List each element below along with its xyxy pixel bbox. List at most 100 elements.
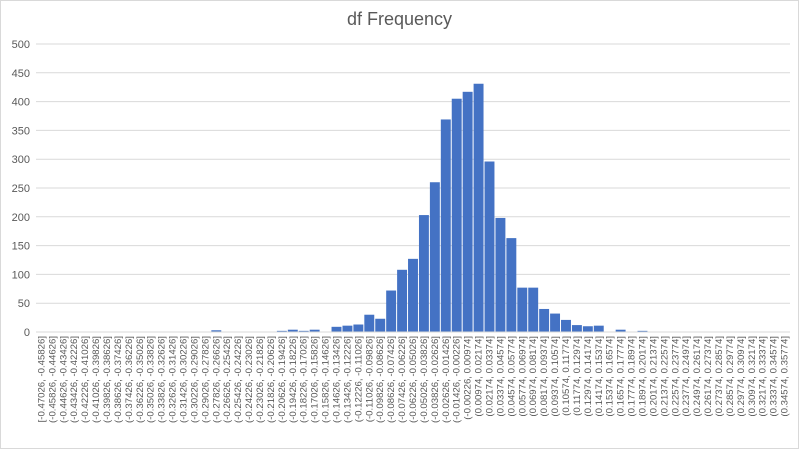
x-tick-label: (-0.27826, -0.26626] — [211, 336, 222, 423]
x-tick-label: (0.15374, 0.16574] — [605, 336, 616, 417]
x-tick-label: (0.02174, 0.03374] — [484, 336, 495, 417]
y-tick-label: 350 — [12, 125, 30, 137]
histogram-bar — [397, 269, 408, 332]
histogram-bar — [211, 330, 222, 332]
x-tick-label: (-0.15826, -0.14626] — [321, 336, 332, 423]
histogram-bar — [550, 313, 561, 332]
x-tick-label: (-0.43426, -0.42226] — [69, 336, 80, 423]
histogram-bar — [637, 330, 648, 332]
x-tick-label: (0.11774, 0.12974] — [572, 336, 583, 416]
x-tick-label: (0.06974, 0.08174] — [528, 336, 539, 417]
x-tick-label: (0.08174, 0.09374] — [539, 336, 550, 417]
x-tick-label: (-0.45826, -0.44626] — [47, 336, 58, 423]
histogram-bar — [364, 314, 375, 332]
x-tick-label: (-0.01426, -0.00226] — [452, 336, 463, 423]
x-tick-label: (-0.30226, -0.29026] — [189, 336, 200, 423]
x-tick-label: (-0.19426, -0.18226] — [288, 336, 299, 423]
x-tick-label: (-0.11026, -0.09826] — [364, 336, 375, 422]
histogram-bar — [331, 326, 342, 332]
y-tick-label: 50 — [18, 298, 30, 310]
histogram-bar — [615, 329, 626, 332]
x-tick-label: (0.24974, 0.26174] — [692, 336, 703, 417]
x-tick-label: (0.10574, 0.11774] — [561, 336, 572, 416]
histogram-bar — [582, 326, 593, 332]
histogram-bar — [298, 330, 309, 332]
x-tick-label: (0.33374, 0.34574] — [769, 336, 780, 417]
x-tick-label: (-0.06226, -0.05026] — [408, 336, 419, 423]
x-tick-label: (0.20174, 0.21374] — [648, 336, 659, 417]
x-tick-label: (-0.24226, -0.23026] — [244, 336, 255, 423]
x-tick-label: (0.29774, 0.30974] — [736, 336, 747, 417]
y-tick-label: 400 — [12, 97, 30, 109]
x-tick-label: (-0.03826, -0.02626] — [430, 336, 441, 423]
x-tick-label: (0.21374, 0.22574] — [659, 336, 670, 417]
x-tick-label: (0.32174, 0.33374] — [758, 336, 769, 417]
x-tick-label: (0.16574, 0.17774] — [616, 336, 627, 417]
y-tick-label: 200 — [12, 212, 30, 224]
x-tick-label: (0.26174, 0.27374] — [703, 336, 714, 417]
x-tick-label: (0.30974, 0.32174] — [747, 336, 758, 417]
histogram-bar — [571, 325, 582, 332]
x-tick-label: (-0.25426, -0.24226] — [233, 336, 244, 423]
x-tick-label: (0.17774, 0.18974] — [627, 336, 638, 417]
x-tick-label: (-0.02626, -0.01426] — [441, 336, 452, 423]
y-tick-label: 450 — [12, 68, 30, 80]
x-tick-label: (-0.31426, -0.30226] — [179, 336, 190, 423]
x-tick-label: (0.27374, 0.28574] — [714, 336, 725, 417]
histogram-bar — [375, 318, 386, 332]
x-tick-label: (-0.14626, -0.13426] — [332, 336, 343, 423]
x-tick-label: (0.14174, 0.15374] — [594, 336, 605, 417]
x-tick-label: (0.23774, 0.24974] — [681, 336, 692, 417]
x-tick-label: (-0.26626, -0.25426] — [222, 336, 233, 423]
y-tick-label: 250 — [12, 183, 30, 195]
x-tick-label: (-0.13426, -0.12226] — [342, 336, 353, 423]
y-tick-label: 150 — [12, 241, 30, 253]
x-tick-label: (0.04574, 0.05774] — [506, 336, 517, 417]
x-tick-label: (-0.29026, -0.27826] — [200, 336, 211, 423]
x-tick-label: (-0.32626, -0.31426] — [168, 336, 179, 423]
x-tick-label: (-0.37426, -0.36226] — [124, 336, 135, 423]
histogram-bar — [353, 324, 364, 332]
histogram-bar — [506, 238, 517, 332]
x-tick-label: (-0.41026, -0.39826] — [91, 336, 102, 423]
histogram-bar — [418, 215, 429, 332]
x-tick-label: (0.34574, 0.35774] — [780, 336, 791, 417]
x-tick-label: (-0.18226, -0.17026] — [299, 336, 310, 423]
x-tick-label: (-0.00226, 0.00974] — [463, 336, 474, 420]
histogram-bar — [309, 329, 320, 332]
histogram-bar — [429, 182, 440, 332]
histogram-bar — [517, 287, 528, 332]
x-tick-label: (-0.09826, -0.08626] — [375, 336, 386, 423]
x-tick-label: (0.00974, 0.02174] — [474, 336, 485, 417]
x-tick-label: (-0.21826, -0.20626] — [266, 336, 277, 423]
histogram-bar — [528, 287, 539, 332]
y-tick-label: 500 — [12, 39, 30, 51]
x-tick-label: (-0.17026, -0.15826] — [310, 336, 321, 423]
chart-title: df Frequency — [346, 9, 453, 29]
histogram-bar — [342, 325, 353, 332]
x-tick-label: [-0.47026, -0.45826] — [36, 336, 47, 422]
x-tick-label: (-0.05026, -0.03826] — [419, 336, 430, 423]
y-tick-label: 0 — [24, 327, 30, 339]
x-tick-label: (0.28574, 0.29774] — [725, 336, 736, 417]
x-tick-label: (-0.12226, -0.11026] — [353, 336, 364, 422]
x-tick-label: (-0.42226, -0.41026] — [80, 336, 91, 423]
x-tick-label: (-0.08626, -0.07426] — [386, 336, 397, 423]
x-tick-label: (-0.33826, -0.32626] — [157, 336, 168, 423]
y-tick-label: 100 — [12, 269, 30, 281]
x-tick-label: (-0.20626, -0.19426] — [277, 336, 288, 423]
histogram-bar — [440, 119, 451, 333]
x-tick-label: (-0.39826, -0.38626] — [102, 336, 113, 423]
histogram-bar — [287, 329, 298, 332]
y-tick-label: 300 — [12, 154, 30, 166]
x-tick-label: (-0.38626, -0.37426] — [113, 336, 124, 423]
histogram-bar — [408, 258, 418, 332]
x-tick-label: (0.22574, 0.23774] — [670, 336, 681, 417]
x-tick-label: (0.18974, 0.20174] — [637, 336, 648, 417]
histogram-bar — [484, 161, 495, 332]
x-tick-label: (0.03374, 0.04574] — [495, 336, 506, 417]
histogram-bar — [451, 98, 462, 332]
histogram-bar — [386, 290, 397, 332]
